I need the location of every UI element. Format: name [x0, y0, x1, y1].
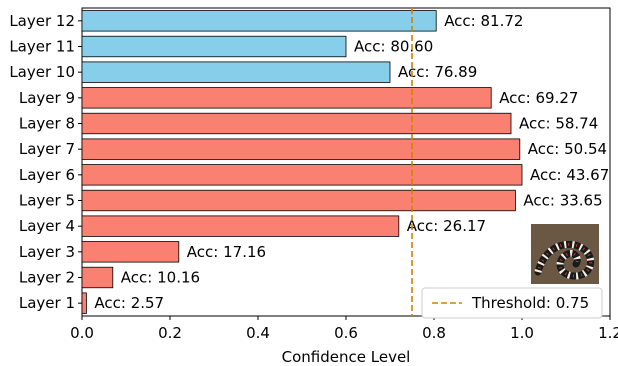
bar-layer-7 — [81, 138, 521, 160]
x-tick-label: 0.0 — [70, 324, 94, 342]
acc-label-layer-4: Acc: 26.17 — [407, 217, 486, 235]
x-tick-label: 1.2 — [598, 324, 618, 342]
bar-layer-3 — [81, 241, 180, 263]
acc-label-layer-2: Acc: 10.16 — [121, 269, 200, 287]
bar-layer-8 — [81, 112, 512, 135]
acc-label-layer-12: Acc: 81.72 — [444, 12, 523, 30]
y-category-label: Layer 9 — [19, 89, 75, 107]
acc-label-layer-7: Acc: 50.54 — [528, 140, 607, 158]
snake-photo — [531, 224, 599, 284]
acc-label-layer-6: Acc: 43.67 — [530, 166, 609, 184]
x-tick-label: 0.8 — [422, 324, 446, 342]
x-ticks: 0.0 0.2 0.4 0.6 0.8 1.0 1.2 — [70, 316, 618, 342]
y-category-label: Layer 2 — [19, 269, 75, 287]
plot-area — [81, 7, 611, 317]
x-tick-label: 0.4 — [246, 324, 270, 342]
y-category-label: Layer 5 — [19, 192, 75, 210]
acc-label-layer-1: Acc: 2.57 — [94, 294, 164, 312]
y-category-label: Layer 3 — [19, 243, 75, 261]
bar-layer-6 — [81, 164, 523, 186]
y-category-labels: Layer 1 Layer 2 Layer 3 Layer 4 Layer 5 Layer… — [9, 12, 82, 312]
x-axis-title: Confidence Level — [282, 348, 411, 366]
bar-layer-12 — [81, 10, 437, 32]
y-category-label: Layer 6 — [19, 166, 75, 184]
y-category-label: Layer 1 — [19, 294, 75, 312]
y-category-label: Layer 12 — [9, 12, 75, 30]
bar-layer-1 — [81, 292, 87, 314]
y-category-label: Layer 7 — [19, 140, 75, 158]
legend-threshold-label: Threshold: 0.75 — [471, 294, 589, 312]
y-category-label: Layer 11 — [9, 38, 75, 56]
bar-layer-2 — [81, 266, 114, 289]
bar-layer-9 — [81, 87, 492, 109]
x-tick-label: 0.2 — [158, 324, 182, 342]
acc-label-layer-3: Acc: 17.16 — [187, 243, 266, 261]
acc-label-layer-9: Acc: 69.27 — [499, 89, 578, 107]
annotations-group: Acc: 2.57 Acc: 10.16 Acc: 17.16 Acc: 26.17 A… — [94, 12, 609, 312]
x-tick-label: 1.0 — [510, 324, 534, 342]
y-category-label: Layer 4 — [19, 217, 75, 235]
acc-label-layer-5: Acc: 33.65 — [523, 192, 602, 210]
y-category-label: Layer 8 — [19, 115, 75, 133]
acc-label-layer-8: Acc: 58.74 — [519, 115, 598, 133]
bar-layer-10 — [81, 61, 391, 83]
bar-layer-5 — [81, 189, 516, 212]
bar-layer-11 — [81, 35, 347, 58]
y-category-label: Layer 10 — [9, 63, 75, 81]
bar-layer-4 — [81, 215, 400, 237]
acc-label-layer-11: Acc: 80.60 — [354, 38, 433, 56]
legend: Threshold: 0.75 — [421, 287, 603, 319]
acc-label-layer-10: Acc: 76.89 — [398, 63, 477, 81]
x-tick-label: 0.6 — [334, 324, 358, 342]
